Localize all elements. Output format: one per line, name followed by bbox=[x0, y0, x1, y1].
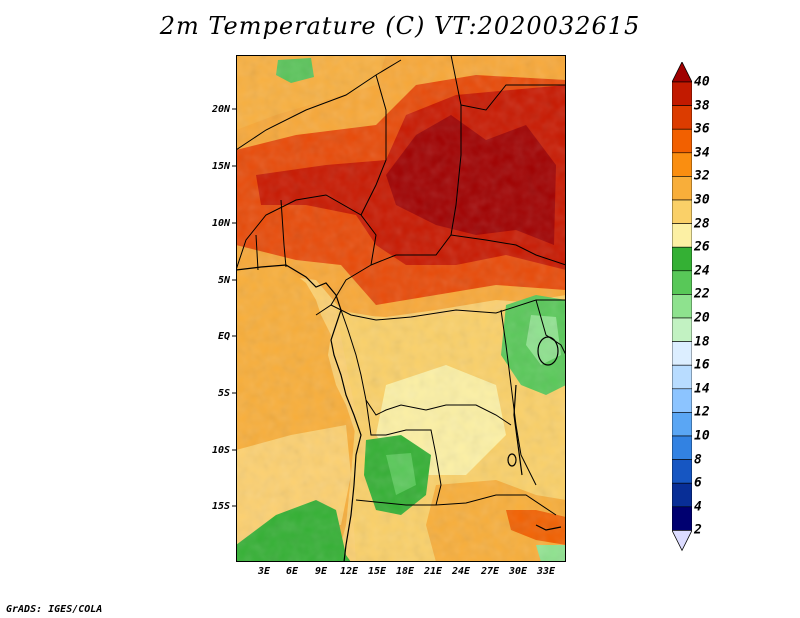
lon-label-27e: 27E bbox=[480, 566, 500, 577]
lat-label-5s: 5S bbox=[217, 388, 230, 399]
colorbar-box bbox=[672, 435, 692, 460]
colorbar-box bbox=[672, 128, 692, 154]
map-frame bbox=[236, 55, 566, 562]
colorbar-label: 32 bbox=[694, 168, 710, 184]
colorbar-label: 24 bbox=[694, 263, 710, 279]
colorbar-label: 4 bbox=[694, 499, 702, 515]
temperature-map bbox=[236, 55, 566, 562]
colorbar-label: 8 bbox=[694, 452, 702, 468]
colorbar-box bbox=[672, 294, 692, 319]
colorbar-label: 30 bbox=[694, 192, 710, 208]
colorbar-box bbox=[672, 412, 692, 437]
colorbar-box bbox=[672, 81, 692, 106]
lat-label-20n: 20N bbox=[211, 104, 230, 115]
colorbar-label: 18 bbox=[694, 334, 710, 350]
colorbar-box bbox=[672, 199, 692, 224]
colorbar-label: 34 bbox=[694, 145, 710, 161]
colorbar-label: 28 bbox=[694, 216, 710, 232]
colorbar-box bbox=[672, 459, 692, 484]
colorbar-box bbox=[672, 105, 692, 130]
field-texture bbox=[236, 55, 566, 562]
colorbar-box bbox=[672, 246, 692, 272]
lon-label-18e: 18E bbox=[395, 566, 415, 577]
colorbar-box bbox=[672, 152, 692, 177]
coastline bbox=[236, 264, 362, 562]
lat-label-5n: 5N bbox=[217, 275, 230, 286]
colorbar-label: 12 bbox=[694, 404, 710, 420]
lat-label-15n: 15N bbox=[211, 161, 230, 172]
map-title: 2m Temperature (C) VT:2020032615 bbox=[159, 12, 641, 40]
lon-label-12e: 12E bbox=[339, 566, 359, 577]
colorbar-label: 20 bbox=[694, 310, 710, 326]
lat-ticks bbox=[232, 108, 236, 507]
lon-label-33e: 33E bbox=[536, 566, 556, 577]
lon-label-6e: 6E bbox=[285, 566, 299, 577]
colorbar-label: 40 bbox=[694, 74, 710, 90]
lat-label-10s: 10S bbox=[211, 445, 230, 456]
colorbar-label: 10 bbox=[694, 428, 710, 444]
colorbar-label: 26 bbox=[694, 239, 710, 255]
colorbar-box bbox=[672, 176, 692, 201]
colorbar-box bbox=[672, 317, 692, 342]
colorbar-box bbox=[672, 388, 692, 413]
lon-label-30e: 30E bbox=[508, 566, 528, 577]
colorbar-label: 6 bbox=[694, 475, 702, 491]
colorbar-box bbox=[672, 341, 692, 366]
colorbar-label: 38 bbox=[694, 98, 710, 114]
boundaries bbox=[236, 55, 566, 516]
colorbar-label: 36 bbox=[694, 121, 710, 137]
colorbar-box bbox=[672, 364, 692, 390]
colorbar-label: 22 bbox=[694, 286, 710, 302]
lakes bbox=[507, 336, 562, 531]
credit-text: GrADS: IGES/COLA bbox=[6, 604, 103, 615]
lat-label-10n: 10N bbox=[211, 218, 230, 229]
colorbar-bottom-arrow bbox=[672, 529, 692, 552]
colorbar bbox=[672, 62, 692, 552]
lat-label-eq: EQ bbox=[217, 331, 230, 342]
colorbar-box bbox=[672, 270, 692, 295]
lat-label-15s: 15S bbox=[211, 501, 230, 512]
colorbar-box bbox=[672, 223, 692, 248]
colorbar-box bbox=[672, 506, 692, 531]
lon-label-3e: 3E bbox=[257, 566, 271, 577]
colorbar-box bbox=[672, 482, 692, 508]
colorbar-label: 14 bbox=[694, 381, 710, 397]
lon-label-21e: 21E bbox=[423, 566, 443, 577]
colorbar-label: 2 bbox=[694, 522, 702, 538]
colorbar-label: 16 bbox=[694, 357, 710, 373]
lon-label-9e: 9E bbox=[314, 566, 328, 577]
lon-label-15e: 15E bbox=[367, 566, 387, 577]
colorbar-top-arrow bbox=[672, 62, 692, 83]
lon-label-24e: 24E bbox=[451, 566, 471, 577]
